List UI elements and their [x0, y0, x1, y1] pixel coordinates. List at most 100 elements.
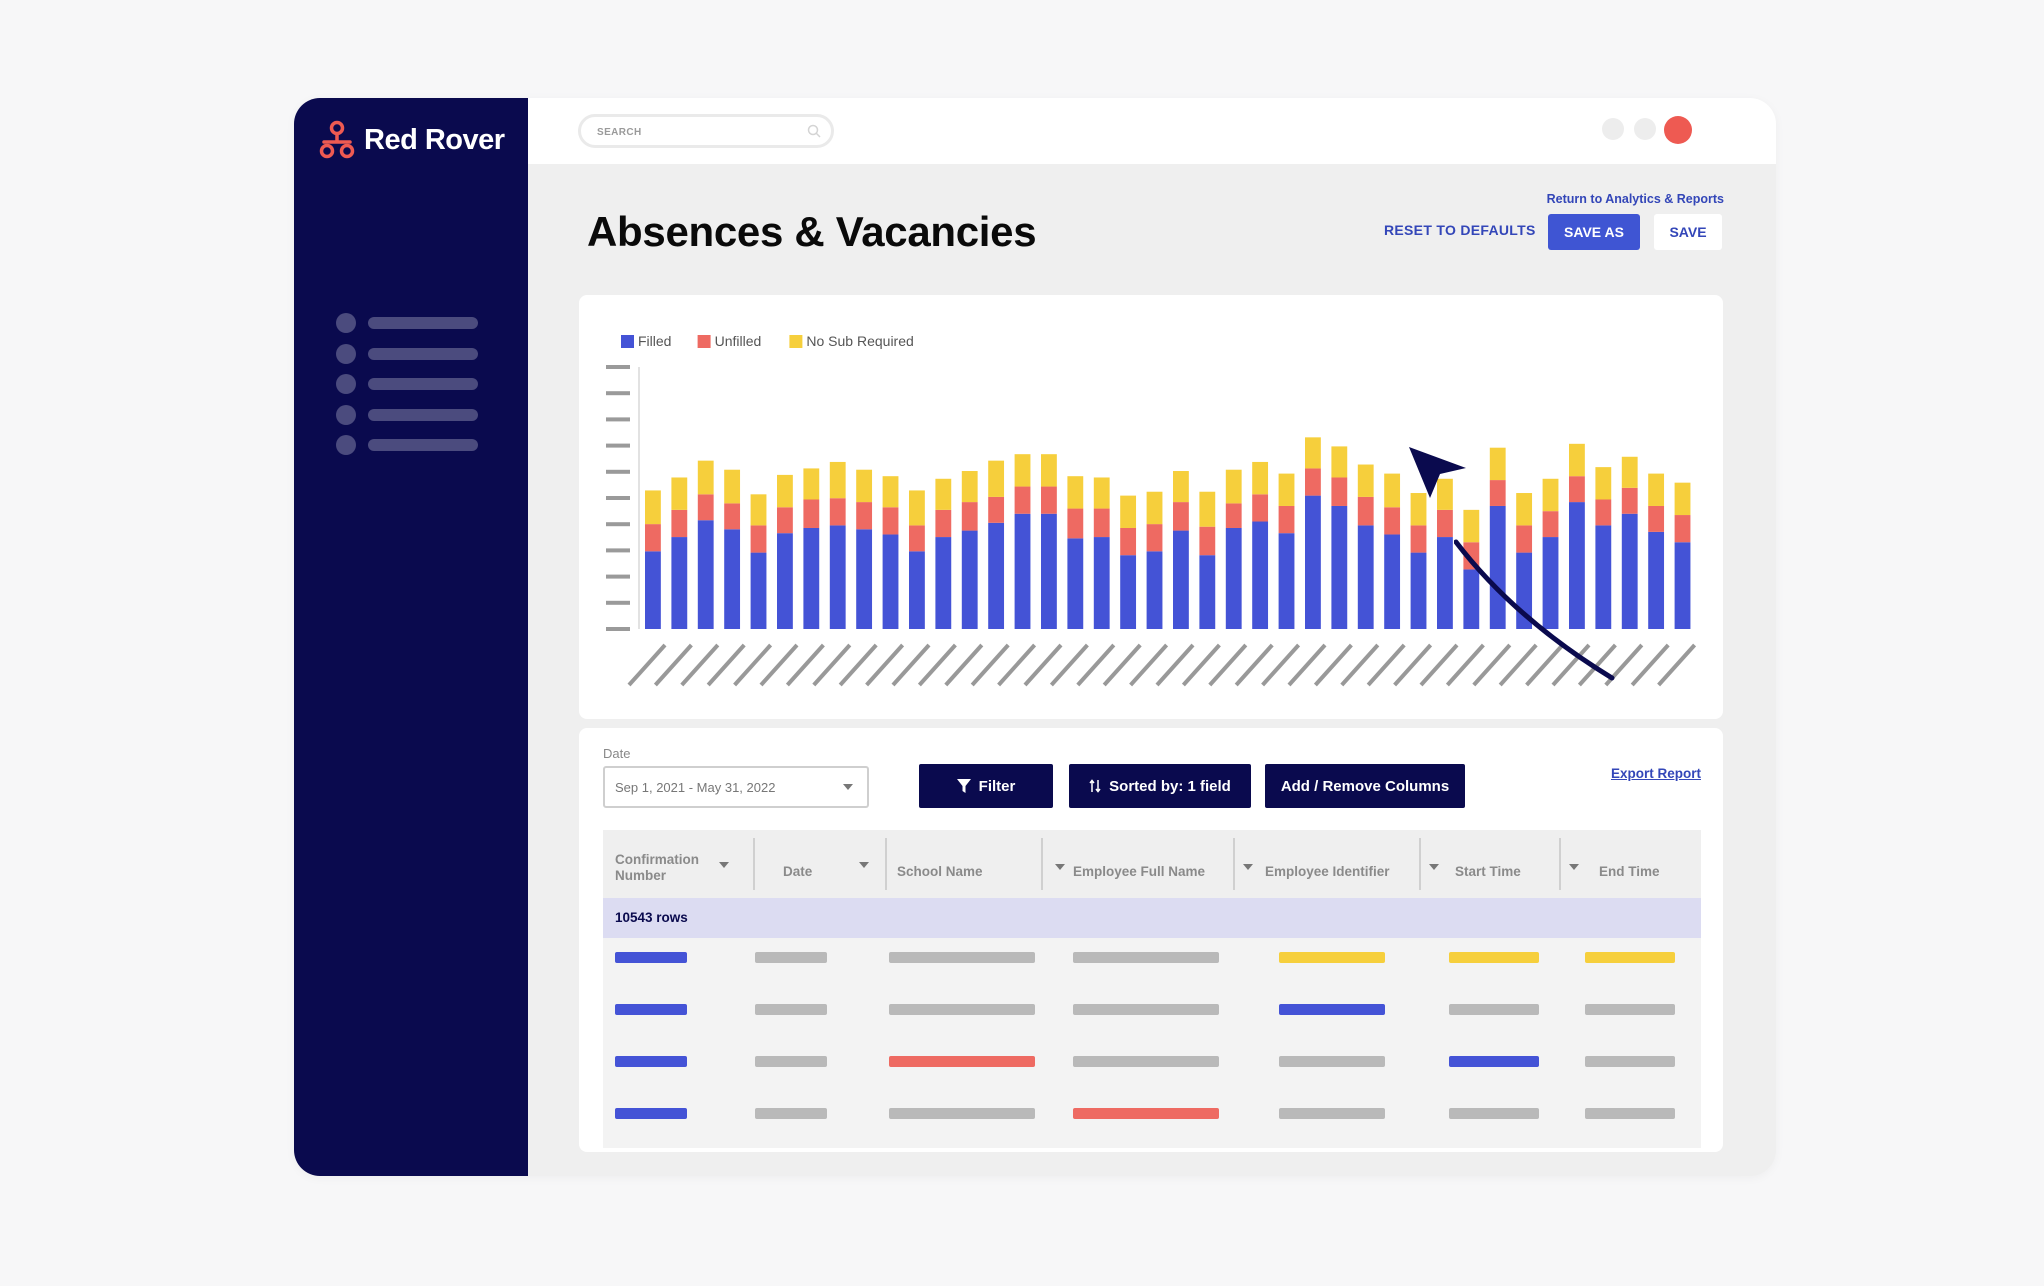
- chevron-down-icon[interactable]: [1429, 864, 1439, 870]
- bar-unfilled: [988, 496, 1005, 523]
- y-tick-placeholder: [606, 574, 630, 579]
- return-link[interactable]: Return to Analytics & Reports: [1546, 192, 1724, 206]
- table-cell-placeholder: [889, 952, 1035, 963]
- sidebar-item[interactable]: [336, 369, 478, 400]
- column-divider[interactable]: [1419, 838, 1421, 890]
- column-divider[interactable]: [1233, 838, 1235, 890]
- table-cell-placeholder: [1073, 1056, 1219, 1067]
- bar-unfilled: [1542, 511, 1559, 538]
- bar-filled: [1120, 555, 1137, 629]
- table-cell-placeholder: [1449, 952, 1539, 963]
- x-tick-label-placeholder: [785, 643, 825, 687]
- table-cell-placeholder: [889, 1056, 1035, 1067]
- page-title: Absences & Vacancies: [587, 208, 1037, 255]
- bar-filled: [909, 551, 925, 629]
- x-tick-label-placeholder: [1313, 643, 1353, 687]
- search-input[interactable]: SEARCH: [578, 114, 834, 148]
- bar-no-sub-required: [1410, 493, 1427, 526]
- chevron-down-icon[interactable]: [859, 862, 869, 868]
- bar-filled: [1225, 527, 1242, 629]
- bar-no-sub-required: [1542, 478, 1559, 512]
- sidebar-item[interactable]: [336, 430, 478, 461]
- y-tick-placeholder: [606, 522, 630, 527]
- bar-filled: [1648, 531, 1665, 629]
- bar-unfilled: [1648, 505, 1665, 532]
- table-cell-placeholder: [1073, 1108, 1219, 1119]
- window-control-maximize[interactable]: [1634, 118, 1656, 140]
- bar-unfilled: [1437, 509, 1453, 538]
- bar-no-sub-required: [697, 460, 714, 495]
- app-window: Red Rover SEARCH Absences & Vacancies Re…: [294, 98, 1776, 1176]
- bar-filled: [1621, 513, 1638, 629]
- add-remove-columns-button[interactable]: Add / Remove Columns: [1265, 764, 1465, 808]
- bar-unfilled: [1516, 525, 1533, 553]
- column-header-school-name[interactable]: School Name: [897, 864, 983, 879]
- bar-unfilled: [1041, 486, 1057, 514]
- window-control-minimize[interactable]: [1602, 118, 1624, 140]
- logo[interactable]: Red Rover: [318, 120, 505, 160]
- sidebar-item[interactable]: [336, 308, 478, 339]
- bar-filled: [1542, 537, 1559, 629]
- column-header-confirmation-number[interactable]: Confirmation Number: [603, 830, 753, 898]
- window-control-close[interactable]: [1664, 116, 1692, 144]
- bar-unfilled: [1278, 505, 1295, 534]
- filter-button[interactable]: Filter: [919, 764, 1053, 808]
- column-header-end-time[interactable]: End Time: [1599, 864, 1660, 879]
- bar-filled: [1305, 495, 1321, 629]
- reset-defaults-button[interactable]: RESET TO DEFAULTS: [1384, 222, 1536, 238]
- nav-label-placeholder: [368, 378, 478, 391]
- column-divider[interactable]: [1041, 838, 1043, 890]
- table-cell-placeholder: [1279, 952, 1385, 963]
- save-as-button[interactable]: SAVE AS: [1548, 214, 1640, 250]
- bar-unfilled: [1357, 496, 1374, 526]
- bar-filled: [777, 533, 793, 629]
- x-tick-label-placeholder: [1657, 643, 1697, 687]
- x-tick-label-placeholder: [997, 643, 1037, 687]
- column-header-start-time[interactable]: Start Time: [1455, 864, 1521, 879]
- sort-button[interactable]: Sorted by: 1 field: [1069, 764, 1251, 808]
- sidebar-item[interactable]: [336, 400, 478, 431]
- date-range-select[interactable]: Sep 1, 2021 - May 31, 2022: [603, 766, 869, 808]
- x-tick-label-placeholder: [838, 643, 878, 687]
- chevron-down-icon[interactable]: [1569, 864, 1579, 870]
- column-header-employee-full-name[interactable]: Employee Full Name: [1073, 864, 1206, 879]
- column-header-date[interactable]: Date: [755, 830, 885, 898]
- save-button[interactable]: SAVE: [1654, 214, 1722, 250]
- table-cell-placeholder: [1585, 1108, 1675, 1119]
- column-header-employee-identifier[interactable]: Employee Identifier: [1265, 864, 1390, 879]
- bar-filled: [697, 520, 714, 629]
- chevron-down-icon[interactable]: [1055, 864, 1065, 870]
- legend-swatch: [621, 335, 634, 348]
- row-count-band: 10543 rows: [603, 898, 1701, 938]
- bar-filled: [961, 530, 978, 629]
- x-tick-label-placeholder: [733, 643, 773, 687]
- chevron-down-icon[interactable]: [719, 862, 729, 868]
- bar-filled: [1357, 525, 1374, 629]
- bar-unfilled: [1674, 515, 1691, 543]
- sidebar-item[interactable]: [336, 339, 478, 370]
- x-tick-label-placeholder: [1155, 643, 1195, 687]
- bar-no-sub-required: [1225, 469, 1242, 504]
- y-tick-placeholder: [606, 365, 630, 369]
- x-tick-label-placeholder: [1102, 643, 1142, 687]
- bar-no-sub-required: [1595, 467, 1612, 500]
- nav-dot-icon: [336, 343, 356, 364]
- column-divider[interactable]: [1559, 838, 1561, 890]
- x-tick-label-placeholder: [1287, 643, 1327, 687]
- table-cell-placeholder: [1279, 1056, 1385, 1067]
- column-divider[interactable]: [753, 838, 755, 890]
- bar-filled: [1489, 505, 1506, 629]
- bar-unfilled: [1305, 468, 1321, 496]
- column-divider[interactable]: [885, 838, 887, 890]
- add-remove-columns-label: Add / Remove Columns: [1280, 777, 1450, 795]
- bar-no-sub-required: [1252, 461, 1269, 495]
- chevron-down-icon[interactable]: [1243, 864, 1253, 870]
- nav-dot-icon: [336, 404, 356, 425]
- export-report-link[interactable]: Export Report: [1610, 766, 1701, 781]
- x-tick-label-placeholder: [1208, 643, 1248, 687]
- x-tick-label-placeholder: [1129, 643, 1169, 687]
- x-tick-label-placeholder: [1261, 643, 1301, 687]
- bar-unfilled: [1067, 508, 1084, 539]
- bar-no-sub-required: [1384, 473, 1401, 508]
- bar-unfilled: [645, 524, 661, 552]
